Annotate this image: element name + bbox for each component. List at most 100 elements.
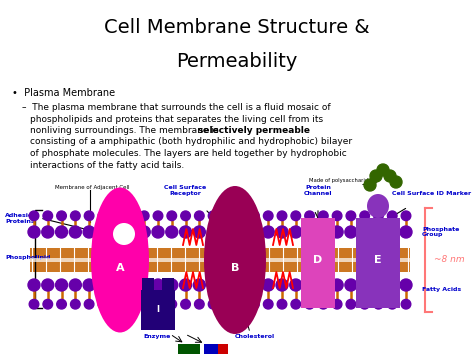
FancyBboxPatch shape [218,344,228,354]
Circle shape [139,211,149,220]
Circle shape [277,211,287,220]
Circle shape [277,299,287,309]
Circle shape [42,279,54,291]
FancyBboxPatch shape [204,344,218,354]
Circle shape [43,299,53,309]
Circle shape [180,226,191,238]
Circle shape [332,211,342,220]
Text: Fatty Acids: Fatty Acids [422,286,461,291]
Circle shape [390,176,402,188]
Circle shape [345,279,357,291]
Circle shape [112,299,121,309]
FancyBboxPatch shape [141,290,175,330]
Circle shape [317,226,329,238]
Circle shape [139,299,149,309]
Circle shape [373,226,384,238]
Circle shape [236,211,246,220]
Circle shape [377,164,389,176]
Text: Cholesterol: Cholesterol [235,334,275,339]
Circle shape [98,299,108,309]
Circle shape [291,211,301,220]
Circle shape [126,211,135,220]
Circle shape [110,279,123,291]
Circle shape [55,226,68,238]
Circle shape [138,226,150,238]
Circle shape [359,226,371,238]
Ellipse shape [204,186,266,334]
Circle shape [207,279,219,291]
Circle shape [43,211,53,220]
Ellipse shape [113,223,135,245]
Circle shape [305,211,314,220]
Text: B: B [231,263,239,273]
Circle shape [400,279,412,291]
Circle shape [83,226,95,238]
Circle shape [193,226,205,238]
Circle shape [250,299,259,309]
Circle shape [98,211,108,220]
Circle shape [84,299,94,309]
Circle shape [370,170,382,182]
Circle shape [28,279,40,291]
Circle shape [331,226,343,238]
Circle shape [364,179,376,191]
Circle shape [236,299,246,309]
Circle shape [384,170,396,182]
Circle shape [97,226,109,238]
Text: Membrane of Adjacent Cell: Membrane of Adjacent Cell [55,185,129,190]
Circle shape [248,226,260,238]
Circle shape [29,299,39,309]
FancyBboxPatch shape [30,248,410,272]
Text: consisting of a amphipathic (both hydrophilic and hydrophobic) bilayer: consisting of a amphipathic (both hydrop… [30,137,352,147]
Circle shape [319,299,328,309]
Circle shape [222,299,232,309]
Circle shape [208,211,218,220]
Circle shape [291,299,301,309]
Text: phospholipids and proteins that separates the living cell from its: phospholipids and proteins that separate… [30,115,323,124]
Circle shape [180,279,191,291]
Circle shape [57,211,66,220]
Circle shape [84,211,94,220]
Text: I: I [156,306,159,315]
Circle shape [221,226,233,238]
Circle shape [152,226,164,238]
Text: Permeability: Permeability [176,52,298,71]
Circle shape [387,299,397,309]
Ellipse shape [209,203,237,241]
Text: Cell Surface ID Marker: Cell Surface ID Marker [392,191,471,196]
Circle shape [207,226,219,238]
Circle shape [28,226,40,238]
Circle shape [250,211,259,220]
Circle shape [331,279,343,291]
Circle shape [69,279,82,291]
Circle shape [303,279,316,291]
Circle shape [360,211,369,220]
Circle shape [208,299,218,309]
Circle shape [374,299,383,309]
Text: E: E [374,255,382,265]
Circle shape [374,211,383,220]
FancyBboxPatch shape [162,278,174,292]
Circle shape [262,279,274,291]
Circle shape [262,226,274,238]
Circle shape [193,279,205,291]
Circle shape [360,299,369,309]
Circle shape [235,279,246,291]
Circle shape [126,299,135,309]
Circle shape [345,226,357,238]
Circle shape [112,211,121,220]
Circle shape [317,279,329,291]
Circle shape [125,279,137,291]
Text: Made of polysaccharide: Made of polysaccharide [309,178,371,183]
Text: Enzyme: Enzyme [143,334,171,339]
Text: selectively permeable: selectively permeable [198,126,310,135]
Circle shape [401,211,411,220]
Circle shape [235,226,246,238]
Circle shape [181,299,191,309]
Circle shape [359,279,371,291]
Circle shape [303,226,316,238]
Text: Cell Membrane Structure &: Cell Membrane Structure & [104,18,370,37]
FancyBboxPatch shape [30,258,410,262]
Circle shape [400,226,412,238]
Circle shape [42,226,54,238]
